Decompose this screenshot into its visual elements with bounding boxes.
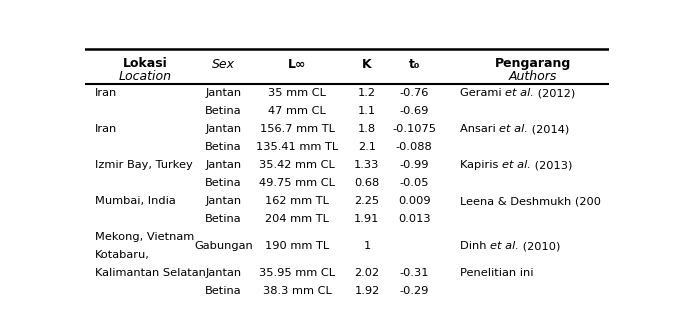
Text: 2.02: 2.02 [354,268,380,278]
Text: Betina: Betina [205,286,242,296]
Text: Izmir Bay, Turkey: Izmir Bay, Turkey [95,160,193,170]
Text: -0.69: -0.69 [399,106,429,116]
Text: -0.76: -0.76 [399,88,429,98]
Text: et al.: et al. [502,160,531,170]
Text: Kapiris: Kapiris [460,160,502,170]
Text: 2.1: 2.1 [358,142,376,152]
Text: 1.8: 1.8 [358,124,376,134]
Text: 1.33: 1.33 [354,160,380,170]
Text: -0.29: -0.29 [399,286,429,296]
Text: 0.009: 0.009 [398,196,431,206]
Text: L∞: L∞ [288,58,306,71]
Text: Sex: Sex [212,58,235,71]
Text: 47 mm CL: 47 mm CL [268,106,326,116]
Text: Jantan: Jantan [206,268,242,278]
Text: 1.1: 1.1 [358,106,376,116]
Text: 156.7 mm TL: 156.7 mm TL [260,124,334,134]
Text: Dinh: Dinh [460,241,490,251]
Text: Jantan: Jantan [206,124,242,134]
Text: Iran: Iran [95,88,117,98]
Text: Gabungan: Gabungan [194,241,253,251]
Text: (2013): (2013) [531,160,572,170]
Text: et al.: et al. [499,124,528,134]
Text: -0.05: -0.05 [399,178,429,188]
Text: Jantan: Jantan [206,160,242,170]
Text: Authors: Authors [509,70,557,83]
Text: 0.013: 0.013 [398,214,431,224]
Text: Pengarang: Pengarang [495,57,571,70]
Text: Betina: Betina [205,106,242,116]
Text: Lokasi: Lokasi [123,57,167,70]
Text: Jantan: Jantan [206,196,242,206]
Text: -0.1075: -0.1075 [392,124,436,134]
Text: 35.95 mm CL: 35.95 mm CL [259,268,335,278]
Text: (2010): (2010) [519,241,560,251]
Text: Leena & Deshmukh (200: Leena & Deshmukh (200 [460,196,600,206]
Text: et al.: et al. [490,241,519,251]
Text: 2.25: 2.25 [354,196,380,206]
Text: Kotabaru,: Kotabaru, [95,250,150,260]
Text: 49.75 mm CL: 49.75 mm CL [259,178,335,188]
Text: Ansari: Ansari [460,124,499,134]
Text: Kalimantan Selatan: Kalimantan Selatan [95,268,206,278]
Text: t₀: t₀ [408,58,420,71]
Text: -0.088: -0.088 [396,142,433,152]
Text: (2012): (2012) [534,88,575,98]
Text: 1.2: 1.2 [358,88,376,98]
Text: Betina: Betina [205,178,242,188]
Text: 1.91: 1.91 [354,214,380,224]
Text: 135.41 mm TL: 135.41 mm TL [256,142,338,152]
Text: 35.42 mm CL: 35.42 mm CL [259,160,335,170]
Text: (2014): (2014) [528,124,569,134]
Text: Location: Location [118,70,171,83]
Text: 38.3 mm CL: 38.3 mm CL [263,286,332,296]
Text: 0.68: 0.68 [354,178,380,188]
Text: 204 mm TL: 204 mm TL [265,214,329,224]
Text: 162 mm TL: 162 mm TL [265,196,329,206]
Text: 35 mm CL: 35 mm CL [268,88,326,98]
Text: et al.: et al. [505,88,534,98]
Text: Iran: Iran [95,124,117,134]
Text: Mekong, Vietnam: Mekong, Vietnam [95,232,194,242]
Text: Betina: Betina [205,214,242,224]
Text: Gerami: Gerami [460,88,505,98]
Text: Betina: Betina [205,142,242,152]
Text: 1: 1 [364,241,370,251]
Text: K: K [362,58,372,71]
Text: 190 mm TL: 190 mm TL [265,241,329,251]
Text: Mumbai, India: Mumbai, India [95,196,176,206]
Text: 1.92: 1.92 [354,286,380,296]
Text: -0.31: -0.31 [399,268,429,278]
Text: Jantan: Jantan [206,88,242,98]
Text: -0.99: -0.99 [399,160,429,170]
Text: Penelitian ini: Penelitian ini [460,268,533,278]
